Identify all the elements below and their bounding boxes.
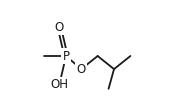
Text: O: O: [55, 21, 64, 34]
Text: OH: OH: [50, 78, 68, 91]
Text: O: O: [77, 63, 86, 76]
Text: P: P: [62, 50, 69, 62]
